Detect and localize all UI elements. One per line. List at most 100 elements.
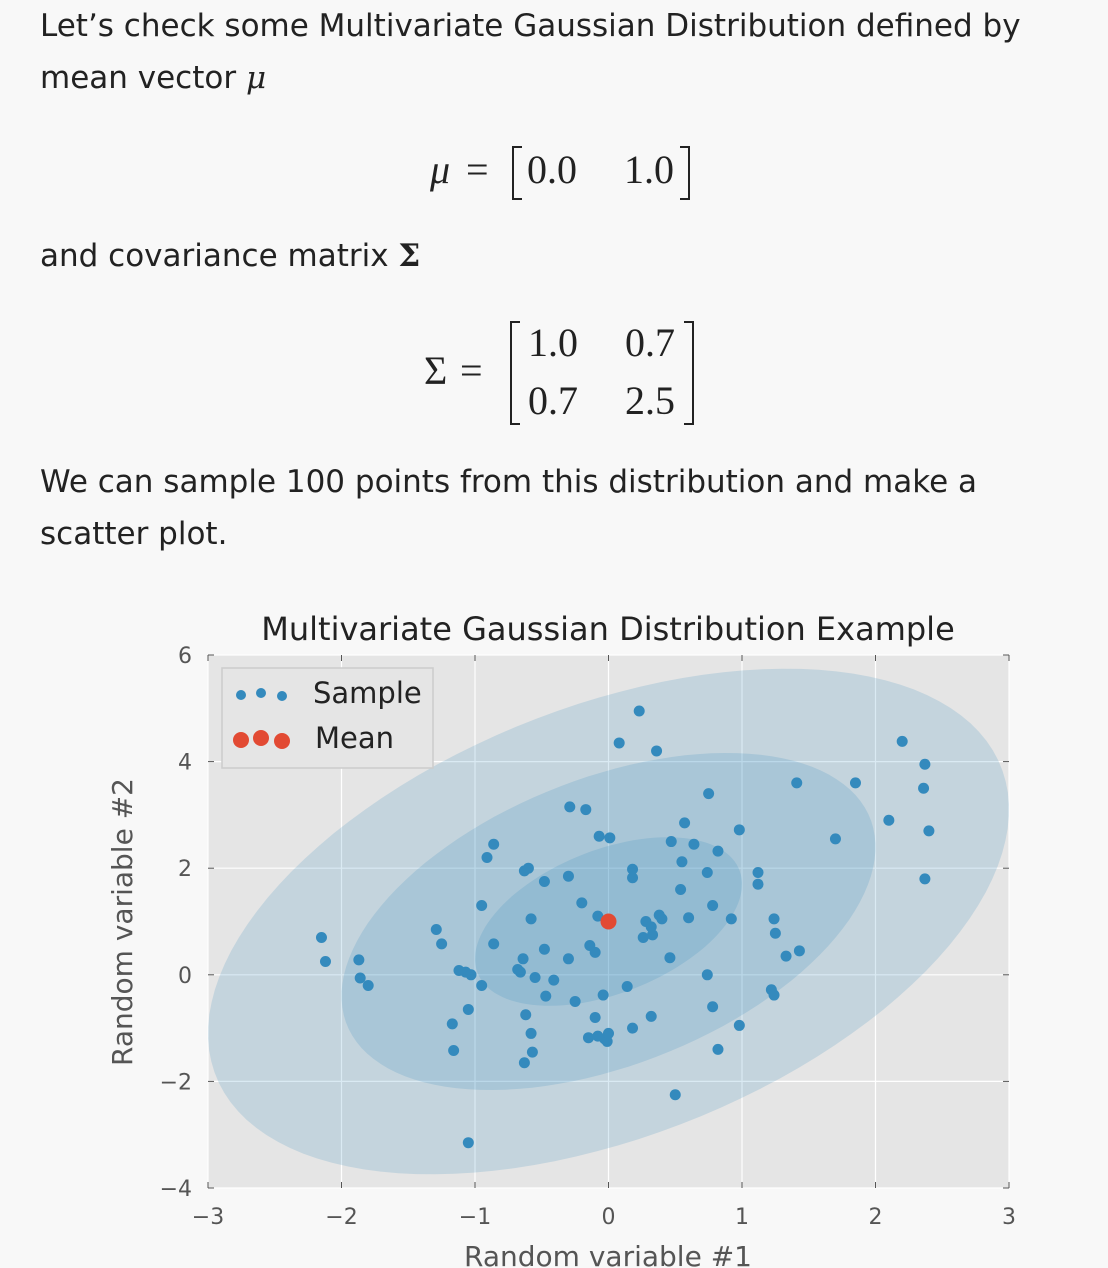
sample-point-75	[430, 923, 442, 935]
legend-mean-marker-1	[233, 732, 249, 748]
sample-point-79	[621, 981, 633, 993]
mean-right-bracket	[680, 146, 690, 200]
sample-point-46	[564, 801, 576, 813]
mean-point-group	[600, 913, 617, 930]
sample-point-97	[354, 972, 366, 984]
sample-point-34	[712, 1043, 724, 1055]
sample-point-74	[436, 938, 448, 950]
cov-right-bracket	[684, 321, 694, 425]
sample-point-57	[488, 838, 500, 850]
sample-point-45	[627, 872, 639, 884]
sample-point-2	[651, 745, 663, 757]
sample-point-3	[896, 735, 908, 747]
sample-point-27	[769, 927, 781, 939]
sample-point-4	[919, 758, 931, 770]
sample-point-9	[849, 777, 861, 789]
sample-point-72	[465, 969, 477, 981]
sample-point-83	[518, 1057, 530, 1069]
sample-point-8	[791, 777, 803, 789]
mean-left-bracket	[512, 146, 522, 200]
sample-point-35	[733, 1019, 745, 1031]
sample-point-85	[582, 1032, 594, 1044]
sample-point-60	[488, 938, 500, 950]
x-tick-label-1: −2	[325, 1205, 357, 1230]
sample-point-22	[683, 912, 695, 924]
sample-point-59	[476, 900, 488, 912]
sample-point-5	[918, 782, 930, 794]
sample-point-69	[548, 974, 560, 986]
x-tick-label-2: −1	[459, 1205, 491, 1230]
sample-point-32	[701, 969, 713, 981]
y-axis-label: Random variable #2	[106, 778, 139, 1066]
x-axis-label: Random variable #1	[464, 1240, 752, 1268]
sample-point-7	[919, 873, 931, 885]
sample-point-28	[780, 950, 792, 962]
sample-point-62	[562, 953, 574, 965]
legend-sample-label: Sample	[313, 676, 422, 710]
sample-point-43	[647, 929, 659, 941]
sample-point-53	[538, 876, 550, 888]
sample-point-41	[656, 913, 668, 925]
y-tick-label-5: 6	[178, 644, 192, 669]
sample-point-14	[679, 817, 691, 829]
sample-point-55	[522, 862, 534, 874]
legend-mean-marker-2	[253, 730, 269, 746]
sample-point-65	[517, 953, 529, 965]
sample-point-44	[627, 863, 639, 875]
sample-point-81	[525, 1027, 537, 1039]
cov-cell-11: 1.0	[528, 320, 578, 365]
intro-paragraph: Let’s check some Multivariate Gaussian D…	[40, 0, 1080, 104]
sample-point-68	[529, 971, 541, 983]
sample-point-99	[315, 931, 327, 943]
sample-point-67	[512, 963, 524, 975]
sample-point-37	[664, 952, 676, 964]
sample-point-15	[665, 836, 677, 848]
x-tick-label-4: 1	[735, 1205, 749, 1230]
legend: Sample Mean	[221, 667, 434, 769]
x-tick-label-3: 0	[602, 1205, 616, 1230]
sample-point-50	[592, 910, 604, 922]
sample-point-42	[637, 931, 649, 943]
axis-ticks: −3 −2 −1 0 1 2 3 −4 −2 0 2 4 6	[160, 644, 1016, 1230]
mean-value-1: 0.0	[527, 147, 577, 192]
sample-point-91	[645, 1010, 657, 1022]
cov-cell-12: 0.7	[625, 320, 675, 365]
y-tick-label-3: 2	[178, 857, 192, 882]
sample-point-76	[540, 990, 552, 1002]
sample-points	[315, 705, 935, 1149]
sample-point-21	[707, 900, 719, 912]
sample-point-84	[589, 1011, 601, 1023]
mean-point	[600, 913, 617, 930]
sample-point-24	[752, 866, 764, 878]
sample-point-70	[476, 979, 488, 991]
cov-cell-22: 2.5	[625, 378, 675, 423]
cov-cell-21: 0.7	[528, 378, 578, 423]
sample-point-6	[923, 825, 935, 837]
x-tick-label-0: −3	[192, 1205, 224, 1230]
sample-point-94	[448, 1044, 460, 1056]
cov-equals: =	[460, 348, 483, 393]
x-tick-label-6: 3	[1002, 1205, 1016, 1230]
intro-text: Let’s check some Multivariate Gaussian D…	[40, 8, 1021, 96]
mean-lhs: μ	[430, 147, 451, 192]
covariance-text: and covariance matrix	[40, 238, 389, 274]
sample-point-96	[353, 954, 365, 966]
scatter-chart: Multivariate Gaussian Distribution Examp…	[106, 610, 1016, 1268]
sample-point-1	[613, 737, 625, 749]
sample-point-19	[701, 866, 713, 878]
sample-point-47	[580, 804, 592, 816]
legend-sample-marker-1	[236, 690, 246, 700]
sample-point-0	[633, 705, 645, 717]
mean-equals: =	[466, 147, 489, 192]
chart-title: Multivariate Gaussian Distribution Examp…	[261, 610, 955, 648]
sample-point-23	[725, 913, 737, 925]
sample-point-36	[669, 1089, 681, 1101]
mu-symbol: μ	[245, 60, 267, 96]
cov-left-bracket	[510, 321, 520, 425]
legend-sample-marker-2	[256, 688, 266, 698]
covariance-paragraph: and covariance matrix Σ	[40, 230, 1080, 282]
sample-point-49	[604, 832, 616, 844]
y-tick-label-1: −2	[160, 1070, 192, 1095]
sample-point-98	[362, 979, 374, 991]
y-tick-label-0: −4	[160, 1177, 192, 1202]
